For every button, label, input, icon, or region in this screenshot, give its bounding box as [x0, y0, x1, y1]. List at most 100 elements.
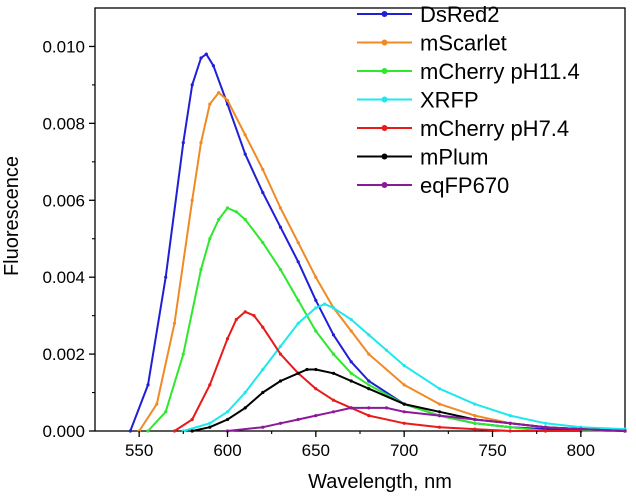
data-point — [225, 410, 230, 414]
legend-item: mCherry pH11.4 — [357, 59, 580, 84]
x-tick-label: 650 — [302, 441, 330, 460]
data-point — [314, 306, 318, 310]
data-point — [190, 83, 194, 87]
data-point — [402, 364, 406, 368]
data-point — [225, 206, 230, 210]
series-line-xrfp — [183, 303, 626, 432]
data-point — [508, 421, 512, 425]
data-point — [278, 267, 283, 272]
series-line-dsred2 — [129, 53, 625, 432]
data-point — [473, 417, 477, 422]
data-point — [172, 321, 177, 325]
series-eqfp670 — [225, 406, 627, 433]
data-point — [314, 367, 318, 372]
legend-marker — [381, 182, 388, 188]
data-point — [296, 417, 300, 422]
data-point — [190, 198, 194, 202]
data-point — [402, 421, 406, 425]
data-point — [217, 91, 221, 95]
data-point — [402, 402, 406, 406]
x-axis-ticks: 550 600 650 700 750 800 — [125, 431, 595, 460]
data-point — [323, 302, 327, 306]
data-point — [181, 352, 185, 356]
legend-marker — [381, 153, 388, 160]
data-point — [208, 102, 212, 106]
y-tick-label: 0.008 — [42, 114, 85, 133]
data-point — [278, 344, 283, 348]
data-point — [367, 379, 371, 383]
x-tick-label: 600 — [213, 441, 241, 460]
y-tick-label: 0.010 — [42, 37, 85, 56]
data-point — [225, 98, 230, 102]
data-point — [217, 217, 221, 222]
data-point — [225, 417, 230, 422]
legend-marker — [381, 68, 388, 74]
data-point — [164, 410, 168, 414]
legend-label: eqFP670 — [420, 173, 509, 198]
data-point — [278, 352, 283, 356]
data-point — [296, 371, 300, 375]
data-point — [473, 427, 477, 431]
data-point — [146, 383, 150, 387]
data-point — [367, 387, 371, 391]
data-point — [234, 210, 238, 214]
data-point — [367, 383, 371, 387]
data-point — [331, 333, 336, 337]
data-point — [278, 225, 283, 229]
data-point — [331, 306, 336, 310]
data-point — [172, 429, 177, 433]
data-point — [367, 352, 371, 356]
data-point — [331, 371, 336, 375]
data-point — [278, 379, 283, 383]
data-point — [579, 427, 583, 431]
data-point — [543, 421, 548, 425]
data-point — [473, 414, 477, 418]
y-axis-ticks: 0.000 0.002 0.004 0.006 0.008 0.010 — [42, 37, 95, 441]
legend: DsRed2 mScarlet mCherry pH11.4 XRFP mCherry … — [357, 2, 580, 198]
series-line-mcherry-ph7-4 — [173, 310, 581, 432]
data-point — [296, 260, 300, 264]
data-point — [437, 402, 442, 406]
legend-label: XRFP — [420, 88, 479, 113]
data-point — [234, 317, 238, 322]
legend-item: mScarlet — [357, 31, 507, 56]
data-point — [199, 56, 203, 60]
legend-label: mPlum — [420, 145, 488, 170]
series-line-mplum — [191, 368, 626, 432]
data-point — [296, 241, 300, 245]
data-point — [261, 241, 265, 245]
data-point — [155, 402, 159, 406]
data-point — [243, 406, 247, 410]
data-point — [331, 410, 336, 414]
data-point — [208, 425, 212, 429]
data-point — [543, 425, 548, 429]
data-point — [261, 325, 265, 329]
data-point — [349, 371, 353, 375]
data-point — [402, 410, 406, 414]
data-point — [367, 333, 371, 337]
x-tick-label: 700 — [390, 441, 418, 460]
data-point — [508, 429, 512, 433]
data-point — [243, 152, 247, 156]
data-point — [349, 317, 353, 322]
x-tick-label: 800 — [567, 441, 595, 460]
y-axis-title: Fluorescence — [1, 156, 23, 276]
data-point — [314, 298, 318, 302]
data-point — [278, 206, 283, 210]
legend-label: mCherry pH7.4 — [420, 116, 569, 141]
data-point — [437, 410, 442, 414]
data-point — [261, 167, 265, 172]
legend-item: mPlum — [357, 145, 488, 170]
data-point — [314, 329, 318, 333]
legend-item: XRFP — [357, 88, 479, 113]
data-point — [278, 421, 283, 425]
data-point — [437, 414, 442, 418]
data-point — [208, 237, 212, 241]
series-layer — [128, 52, 627, 433]
series-line-eqfp670 — [227, 406, 626, 432]
data-point — [261, 191, 265, 195]
legend-item: mCherry pH7.4 — [357, 116, 569, 141]
data-point — [181, 141, 185, 145]
legend-item: DsRed2 — [357, 2, 499, 27]
